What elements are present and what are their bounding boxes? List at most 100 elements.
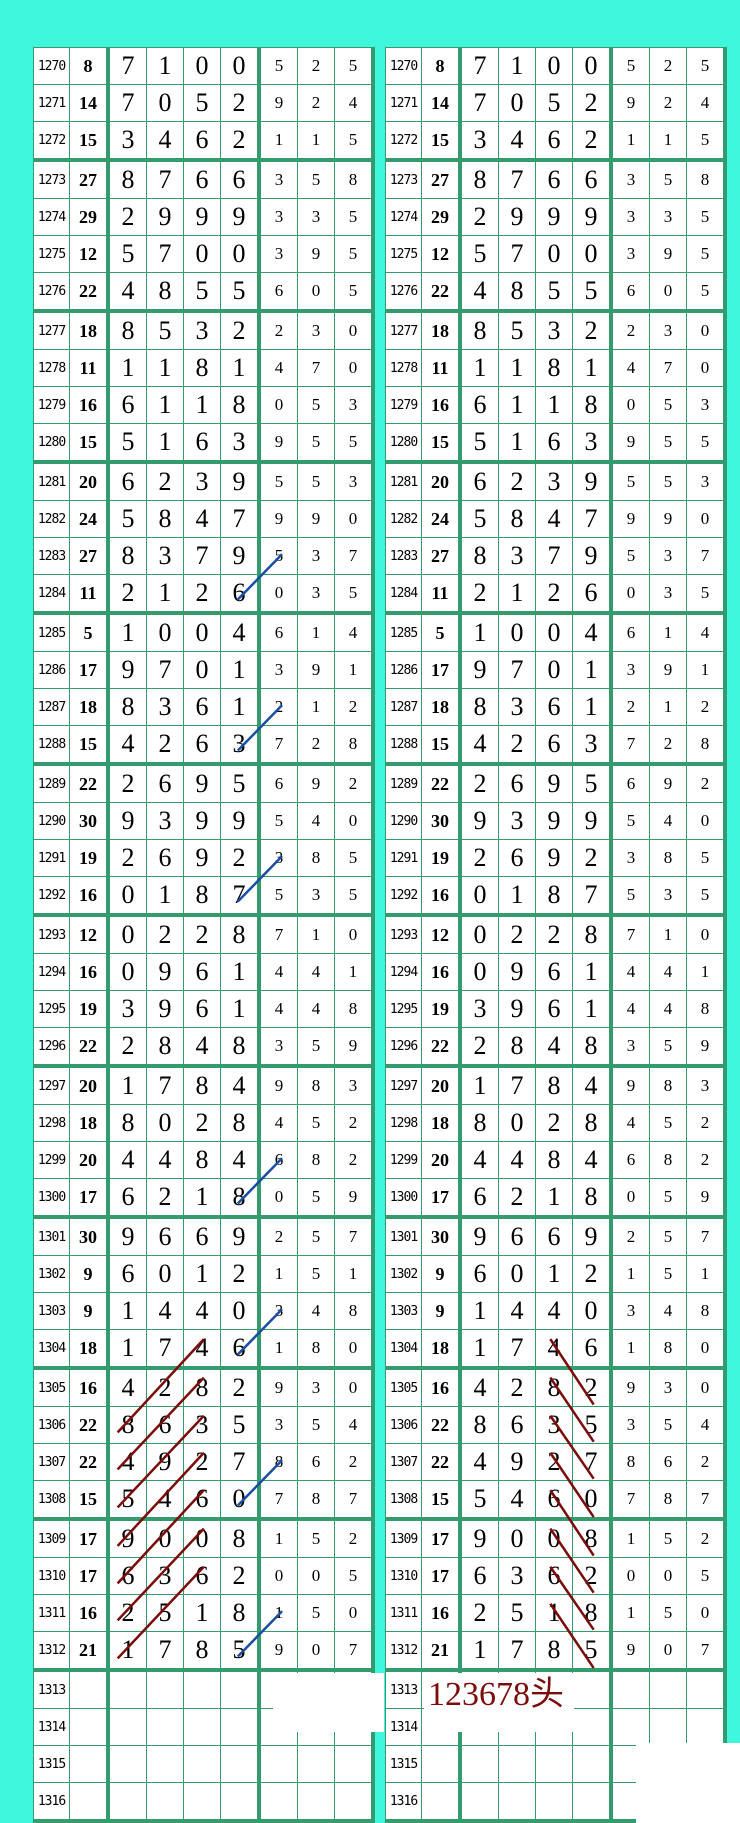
sum-cell xyxy=(69,1745,110,1783)
period-cell: 1273 xyxy=(385,158,422,199)
period-cell: 1291 xyxy=(385,839,422,877)
period-cell: 1291 xyxy=(33,839,70,877)
sum-cell: 17 xyxy=(421,1178,462,1218)
digit-cell: 1 xyxy=(183,1594,221,1632)
sum-cell: 15 xyxy=(421,725,462,765)
digit-cell: 9 xyxy=(183,762,221,803)
digit-cell: 2 xyxy=(107,1027,147,1067)
tail-digit-cell: 1 xyxy=(334,953,375,991)
digit-cell: 3 xyxy=(220,725,261,765)
digit-cell: 1 xyxy=(572,349,613,387)
sum-cell: 18 xyxy=(69,309,110,350)
tail-digit-cell: 8 xyxy=(297,1064,335,1105)
sum-cell: 22 xyxy=(69,1027,110,1067)
table-row: 1305 16 4 2 8 2 9 3 0 xyxy=(385,1366,727,1407)
digit-cell: 6 xyxy=(183,158,221,199)
tail-digit-cell: 8 xyxy=(334,725,375,765)
tail-digit-cell: 8 xyxy=(686,725,727,765)
tail-digit-cell: 3 xyxy=(610,1292,650,1330)
tail-digit-cell: 5 xyxy=(649,1406,687,1444)
tail-digit-cell: 3 xyxy=(649,309,687,350)
digit-cell: 4 xyxy=(498,121,536,161)
digit-cell: 9 xyxy=(498,953,536,991)
digit-cell: 8 xyxy=(107,537,147,575)
digit-cell: 4 xyxy=(498,1292,536,1330)
digit-cell: 2 xyxy=(220,1557,261,1595)
tail-digit-cell: 9 xyxy=(610,1064,650,1105)
tail-digit-cell: 8 xyxy=(297,1141,335,1179)
table-row: 1299 20 4 4 8 4 6 8 2 xyxy=(385,1141,727,1179)
period-cell: 1285 xyxy=(385,611,422,652)
digit-cell: 2 xyxy=(459,1027,499,1067)
period-cell: 1308 xyxy=(385,1480,422,1520)
sum-cell: 18 xyxy=(69,1329,110,1369)
tail-digit-cell: 3 xyxy=(297,537,335,575)
digit-cell: 2 xyxy=(220,84,261,122)
digit-cell: 8 xyxy=(572,386,613,424)
tail-digit-cell: 8 xyxy=(297,1480,335,1520)
digit-cell: 3 xyxy=(146,688,184,726)
tail-digit-cell: 8 xyxy=(686,1292,727,1330)
period-cell: 1310 xyxy=(385,1557,422,1595)
digit-cell: 8 xyxy=(535,1064,573,1105)
table-row: 1312 21 1 7 8 5 9 0 7 xyxy=(385,1631,727,1671)
digit-cell: 3 xyxy=(459,990,499,1028)
tail-digit-cell: 2 xyxy=(649,47,687,85)
digit-cell: 6 xyxy=(535,423,573,463)
digit-cell: 6 xyxy=(220,1329,261,1369)
table-row: 1286 17 9 7 0 1 3 9 1 xyxy=(33,651,375,689)
table-row: 1276 22 4 8 5 5 6 0 5 xyxy=(33,272,375,312)
digit-cell: 0 xyxy=(220,1292,261,1330)
digit-cell: 9 xyxy=(459,1517,499,1558)
tail-digit-cell: 7 xyxy=(258,725,298,765)
period-cell: 1276 xyxy=(385,272,422,312)
tail-digit-cell: 3 xyxy=(649,537,687,575)
digit-cell: 6 xyxy=(183,1557,221,1595)
digit-cell: 1 xyxy=(146,574,184,614)
period-cell: 1270 xyxy=(33,47,70,85)
digit-cell xyxy=(572,1745,613,1783)
digit-cell: 8 xyxy=(572,913,613,954)
tail-digit-cell: 0 xyxy=(610,386,650,424)
digit-cell: 1 xyxy=(459,349,499,387)
digit-cell: 2 xyxy=(107,1594,147,1632)
digit-cell: 2 xyxy=(146,913,184,954)
tail-digit-cell: 0 xyxy=(686,802,727,840)
digit-cell: 8 xyxy=(183,876,221,916)
period-cell: 1287 xyxy=(385,688,422,726)
sum-cell: 17 xyxy=(69,1178,110,1218)
tail-digit-cell: 4 xyxy=(258,953,298,991)
digit-cell: 1 xyxy=(535,386,573,424)
digit-cell: 6 xyxy=(535,121,573,161)
tail-digit-cell: 5 xyxy=(649,1104,687,1142)
period-cell: 1301 xyxy=(385,1215,422,1256)
tail-digit-cell: 3 xyxy=(258,1406,298,1444)
digit-cell: 0 xyxy=(535,651,573,689)
period-cell: 1273 xyxy=(33,158,70,199)
digit-cell: 1 xyxy=(459,611,499,652)
period-cell: 1307 xyxy=(385,1443,422,1481)
table-row: 1307 22 4 9 2 7 8 6 2 xyxy=(385,1443,727,1481)
table-row: 1302 9 6 0 1 2 1 5 1 xyxy=(385,1255,727,1293)
annotation-box: 123678头 xyxy=(424,1673,574,1732)
tail-digit-cell: 5 xyxy=(297,386,335,424)
digit-cell: 6 xyxy=(459,460,499,501)
sum-cell: 19 xyxy=(69,990,110,1028)
table-row: 1271 14 7 0 5 2 9 2 4 xyxy=(385,84,727,122)
digit-cell: 7 xyxy=(498,1329,536,1369)
tail-digit-cell: 1 xyxy=(258,1517,298,1558)
draw-history-table-left: 1270 8 7 1 0 0 5 2 5 1271 14 7 0 5 2 9 2 4 1272 15 3 4 6 2 1 1 5 12… xyxy=(33,47,375,1823)
digit-cell: 2 xyxy=(535,574,573,614)
tail-digit-cell: 5 xyxy=(334,198,375,236)
digit-cell: 9 xyxy=(459,651,499,689)
tail-digit-cell: 1 xyxy=(334,1255,375,1293)
tail-digit-cell: 5 xyxy=(297,1104,335,1142)
tail-digit-cell: 5 xyxy=(297,1178,335,1218)
period-cell: 1299 xyxy=(33,1141,70,1179)
digit-cell: 1 xyxy=(107,1292,147,1330)
sum-cell xyxy=(69,1782,110,1823)
digit-cell: 8 xyxy=(220,1027,261,1067)
digit-cell: 2 xyxy=(183,574,221,614)
digit-cell xyxy=(183,1668,221,1709)
tail-digit-cell: 4 xyxy=(334,84,375,122)
